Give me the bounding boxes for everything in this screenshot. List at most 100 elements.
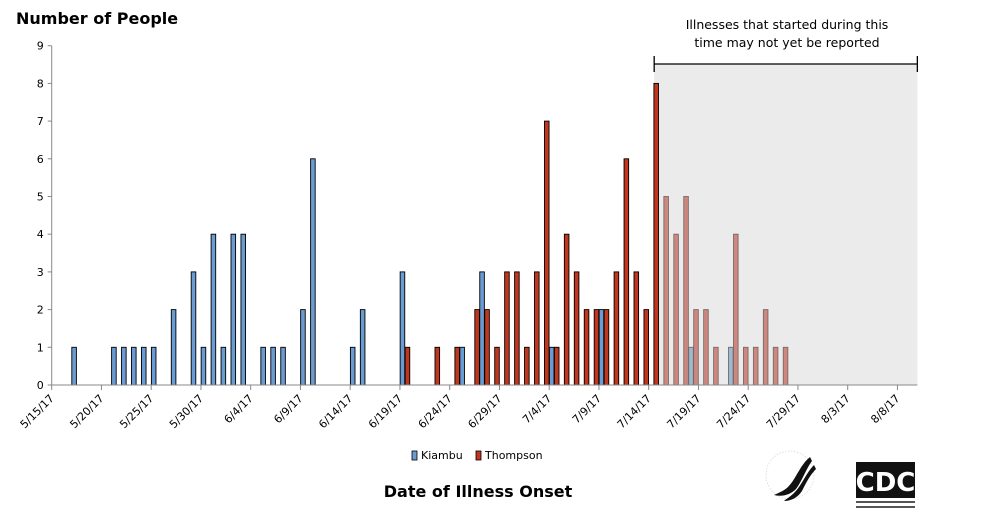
x-tick-label: 6/29/17 xyxy=(465,392,504,431)
unreported-bracket xyxy=(653,56,918,72)
bar-kiambu-15 xyxy=(280,346,286,386)
bar-thompson-0 xyxy=(404,346,411,386)
bar-thompson-31 xyxy=(762,309,769,386)
bar-thompson-20 xyxy=(643,309,650,386)
bar-thompson-27 xyxy=(713,346,719,386)
bar-thompson-18 xyxy=(623,158,630,386)
bar-kiambu-17 xyxy=(310,158,316,386)
bar-thompson-19 xyxy=(633,271,640,386)
y-tick-label: 6 xyxy=(37,153,44,166)
bar-thompson-14 xyxy=(583,309,590,386)
bar-thompson-24 xyxy=(683,196,689,386)
y-tick-label: 4 xyxy=(37,228,44,241)
x-tick-label: 6/14/17 xyxy=(316,392,355,431)
bar-thompson-23 xyxy=(673,233,679,386)
y-tick-label: 0 xyxy=(37,379,44,392)
x-tick-label: 7/9/17 xyxy=(570,392,604,426)
bar-kiambu-1 xyxy=(111,346,117,386)
bar-thompson-1 xyxy=(434,346,441,386)
bar-kiambu-14 xyxy=(270,346,276,386)
bar-thompson-29 xyxy=(743,346,749,386)
bar-thompson-28 xyxy=(733,233,739,386)
bar-kiambu-11 xyxy=(230,233,237,386)
bracket-line xyxy=(653,56,918,72)
x-tick-label: 8/3/17 xyxy=(819,392,853,426)
bar-thompson-11 xyxy=(553,346,560,386)
cdc-logo: CDC xyxy=(856,462,916,508)
y-tick-label: 9 xyxy=(37,40,44,53)
x-tick-label: 6/19/17 xyxy=(366,392,405,431)
bar-thompson-10 xyxy=(544,120,550,386)
bar-kiambu-0 xyxy=(71,346,77,386)
bar-kiambu-13 xyxy=(260,346,266,386)
y-tick-label: 2 xyxy=(37,304,44,317)
bar-thompson-6 xyxy=(504,271,510,386)
bar-thompson-13 xyxy=(573,271,580,386)
bar-kiambu-2 xyxy=(121,346,127,386)
bar-kiambu-4 xyxy=(140,346,147,386)
bar-kiambu-25 xyxy=(688,346,694,386)
annotation-line2: time may not yet be reported xyxy=(694,35,879,50)
bar-thompson-12 xyxy=(563,233,570,386)
bar-kiambu-21 xyxy=(459,346,465,386)
bar-thompson-9 xyxy=(534,271,540,386)
bar-thompson-22 xyxy=(663,196,669,386)
annotation-line1: Illnesses that started during this xyxy=(686,17,889,32)
x-tick-label: 5/20/17 xyxy=(67,392,106,431)
bar-thompson-26 xyxy=(703,309,709,386)
bar-kiambu-24 xyxy=(598,309,605,386)
x-tick-label: 6/4/17 xyxy=(222,392,256,426)
bar-thompson-25 xyxy=(693,309,699,386)
y-tick-labels: 0 1 2 3 4 5 6 7 8 9 xyxy=(37,40,44,392)
bar-kiambu-19 xyxy=(359,309,366,386)
bar-kiambu-23 xyxy=(548,346,555,386)
bar-kiambu-9 xyxy=(210,233,217,386)
bar-thompson-15 xyxy=(593,309,600,386)
svg-text:CDC: CDC xyxy=(856,468,916,498)
x-tick-label: 7/24/17 xyxy=(714,392,753,431)
y-tick-label: 3 xyxy=(37,266,44,279)
bar-kiambu-12 xyxy=(240,233,246,386)
x-axis-title: Date of Illness Onset xyxy=(384,482,573,501)
bar-kiambu-18 xyxy=(349,346,356,386)
legend: Kiambu Thompson xyxy=(411,449,543,462)
axes xyxy=(47,45,918,390)
y-tick-label: 5 xyxy=(37,191,44,204)
x-tick-label: 5/30/17 xyxy=(167,392,206,431)
bar-kiambu-26 xyxy=(728,346,734,386)
bar-thompson-4 xyxy=(484,309,490,386)
bars xyxy=(71,82,789,386)
x-tick-label: 6/9/17 xyxy=(271,392,305,426)
legend-swatch-kiambu xyxy=(411,450,418,461)
bar-thompson-33 xyxy=(782,346,789,386)
x-tick-label: 7/4/17 xyxy=(520,392,554,426)
bar-kiambu-7 xyxy=(190,271,197,386)
y-tick-label: 8 xyxy=(37,77,44,90)
bar-thompson-7 xyxy=(514,271,520,386)
legend-label-kiambu: Kiambu xyxy=(421,449,463,462)
bar-kiambu-3 xyxy=(131,346,137,386)
bar-kiambu-6 xyxy=(170,309,177,386)
bar-kiambu-10 xyxy=(220,346,227,386)
x-tick-label: 5/25/17 xyxy=(117,392,156,431)
bar-kiambu-5 xyxy=(150,346,157,386)
x-tick-label: 5/15/17 xyxy=(18,392,57,431)
bar-thompson-3 xyxy=(474,309,480,386)
bar-thompson-16 xyxy=(603,309,610,386)
bar-thompson-30 xyxy=(752,346,759,386)
bar-thompson-17 xyxy=(613,271,620,386)
bar-kiambu-16 xyxy=(300,309,306,386)
x-tick-label: 8/8/17 xyxy=(868,392,902,426)
y-axis-title: Number of People xyxy=(16,9,178,28)
bar-kiambu-22 xyxy=(479,271,485,386)
x-tick-label: 7/29/17 xyxy=(764,392,803,431)
bar-thompson-8 xyxy=(524,346,530,386)
y-tick-label: 1 xyxy=(37,341,44,354)
bar-kiambu-8 xyxy=(200,346,207,386)
y-tick-label: 7 xyxy=(37,115,44,128)
legend-swatch-thompson xyxy=(475,450,482,461)
bar-thompson-2 xyxy=(454,346,460,386)
bar-thompson-5 xyxy=(494,346,500,386)
bar-kiambu-20 xyxy=(399,271,406,386)
